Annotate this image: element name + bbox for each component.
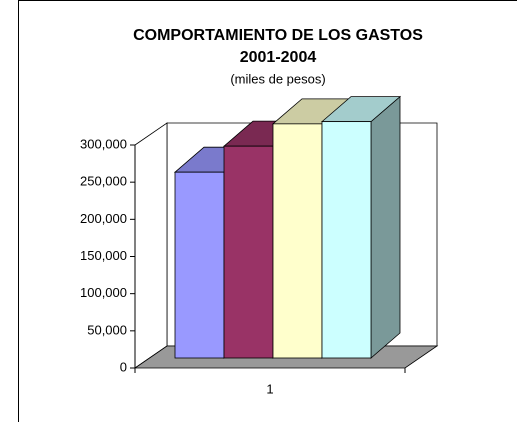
y-tick-label: 250,000 bbox=[80, 174, 127, 189]
y-tick-label: 300,000 bbox=[80, 136, 127, 151]
y-tick-label: 50,000 bbox=[87, 322, 127, 337]
bar bbox=[321, 121, 372, 359]
bar bbox=[174, 171, 225, 359]
y-tick-label: 100,000 bbox=[80, 285, 127, 300]
bar bbox=[223, 145, 274, 359]
x-tick-label: 1 bbox=[266, 381, 273, 396]
bar bbox=[272, 123, 323, 359]
chart-border bbox=[18, 0, 517, 422]
chart-title: COMPORTAMIENTO DE LOS GASTOS bbox=[133, 27, 423, 44]
side-wall bbox=[134, 122, 168, 369]
chart-note: (miles de pesos) bbox=[230, 71, 325, 86]
bar-side bbox=[370, 95, 401, 359]
y-tick-label: 150,000 bbox=[80, 248, 127, 263]
y-tick-label: 0 bbox=[120, 359, 127, 374]
chart-subtitle: 2001-2004 bbox=[240, 49, 317, 66]
y-tick-label: 200,000 bbox=[80, 211, 127, 226]
